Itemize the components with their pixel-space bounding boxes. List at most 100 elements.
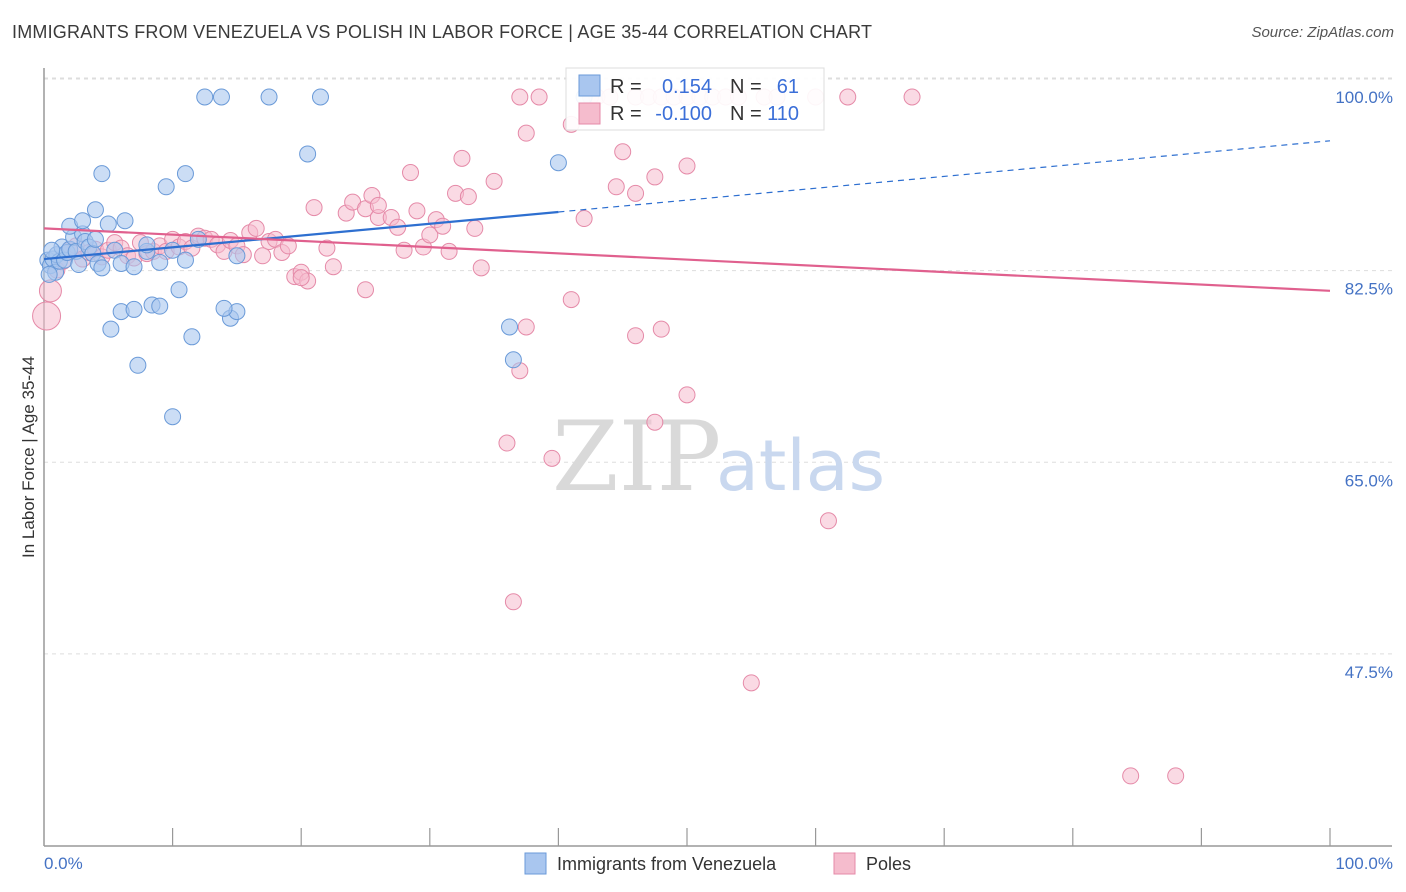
poles-point — [678, 157, 696, 175]
poles-point — [292, 269, 310, 287]
venezuela-point — [549, 154, 567, 172]
y-tick-label: 65.0% — [1345, 471, 1393, 490]
poles-point — [421, 226, 439, 244]
poles-point — [742, 674, 760, 692]
poles-point — [511, 88, 529, 106]
venezuela-point — [260, 88, 278, 106]
venezuela-point — [116, 212, 134, 230]
stats-n-label-2: N = — [730, 103, 762, 125]
venezuela-trend-extension — [558, 140, 1331, 213]
stats-n-value-1: 61 — [777, 76, 799, 98]
venezuela-point — [70, 256, 88, 274]
poles-point — [32, 301, 62, 331]
venezuela-point — [99, 215, 117, 233]
poles-point — [903, 88, 921, 106]
venezuela-point — [164, 408, 182, 426]
poles-point — [607, 178, 625, 196]
x-tick-label-max: 100.0% — [1335, 854, 1393, 873]
venezuela-point — [228, 247, 246, 265]
venezuela-point — [86, 201, 104, 219]
poles-point — [305, 199, 323, 217]
legend-swatch-poles — [833, 852, 856, 875]
stats-n-label-1: N = — [730, 76, 762, 98]
poles-point — [434, 217, 452, 235]
y-tick-label: 47.5% — [1345, 663, 1393, 682]
venezuela-point — [74, 212, 92, 230]
chart-source: Source: ZipAtlas.com — [1251, 24, 1394, 41]
venezuela-point — [299, 145, 317, 163]
watermark-atlas: atlas — [716, 425, 885, 507]
poles-point — [453, 149, 471, 167]
venezuela-point — [311, 88, 329, 106]
poles-point — [517, 318, 535, 336]
venezuela-point — [183, 328, 201, 346]
x-tick-labels: 0.0% 100.0% — [44, 854, 1393, 873]
poles-point — [562, 291, 580, 309]
venezuela-trend-line — [43, 210, 559, 261]
x-tick-label-min: 0.0% — [44, 854, 83, 873]
poles-point — [530, 88, 548, 106]
venezuela-point — [93, 165, 111, 183]
gridlines — [44, 77, 1392, 655]
poles-point — [402, 164, 420, 182]
venezuela-point — [93, 259, 111, 277]
poles-point — [279, 237, 297, 255]
venezuela-point — [125, 258, 143, 276]
watermark: ZIP atlas — [552, 401, 885, 513]
venezuela-point — [504, 351, 522, 369]
stats-r-value-2: -0.100 — [655, 103, 712, 125]
venezuela-point — [40, 265, 58, 283]
poles-point — [440, 242, 458, 260]
watermark-zip: ZIP — [552, 401, 721, 513]
poles-point — [652, 320, 670, 338]
legend-label-venezuela: Immigrants from Venezuela — [557, 854, 777, 874]
legend: Immigrants from Venezuela Poles — [524, 852, 911, 875]
venezuela-point — [151, 253, 169, 271]
chart-title: IMMIGRANTS FROM VENEZUELA VS POLISH IN L… — [12, 22, 873, 42]
stats-r-label-1: R = — [610, 76, 642, 98]
poles-point — [498, 434, 516, 452]
poles-point — [357, 281, 374, 299]
venezuela-point — [151, 297, 169, 315]
poles-point — [1167, 767, 1185, 785]
poles-point — [627, 184, 645, 202]
stats-r-label-2: R = — [610, 103, 642, 125]
poles-point — [459, 188, 477, 206]
poles-point — [485, 172, 503, 190]
poles-point — [254, 247, 272, 265]
poles-point — [466, 219, 484, 237]
poles-point — [543, 449, 561, 467]
venezuela-point — [176, 165, 194, 183]
venezuela-point — [212, 88, 230, 106]
venezuela-point — [102, 320, 120, 338]
poles-point — [517, 124, 535, 142]
stats-swatch-poles — [578, 102, 601, 125]
poles-point — [472, 259, 490, 277]
x-ticks — [172, 828, 1331, 846]
poles-point — [38, 279, 62, 303]
venezuela-point — [196, 88, 214, 106]
y-tick-label: 82.5% — [1345, 280, 1393, 299]
poles-point — [575, 210, 593, 228]
poles-point — [318, 239, 336, 257]
poles-point — [324, 258, 342, 276]
poles-point — [1122, 767, 1140, 785]
y-tick-labels: 100.0% 82.5% 65.0% 47.5% — [1335, 88, 1393, 682]
stats-box: R = 0.154 N = 61 R = -0.100 N = 110 — [565, 67, 825, 131]
venezuela-point — [157, 178, 175, 196]
poles-point — [819, 512, 837, 530]
venezuela-point — [170, 281, 188, 299]
legend-label-poles: Poles — [866, 854, 911, 874]
venezuela-point — [129, 356, 147, 374]
poles-point — [408, 202, 426, 220]
venezuela-point — [215, 299, 233, 317]
poles-point — [504, 593, 522, 611]
poles-point — [646, 413, 664, 431]
venezuela-point — [501, 318, 519, 336]
trend-lines — [43, 140, 1331, 292]
stats-r-value-1: 0.154 — [662, 76, 712, 98]
axes — [43, 68, 1392, 847]
venezuela-point — [125, 300, 143, 318]
poles-point — [627, 327, 645, 345]
